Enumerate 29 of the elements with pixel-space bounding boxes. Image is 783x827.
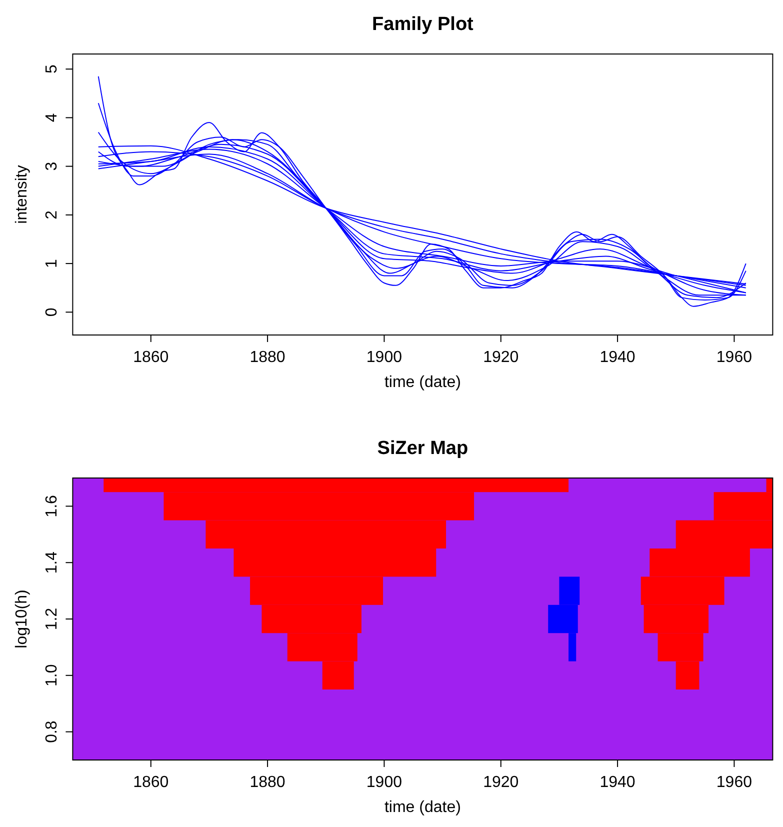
chart-title: Family Plot xyxy=(372,14,474,35)
y-axis-title: intensity xyxy=(14,165,31,224)
y-tick-label: 5 xyxy=(44,64,61,74)
x-tick-label: 1900 xyxy=(366,774,402,791)
x-tick-label: 1940 xyxy=(600,349,636,366)
x-axis-title: time (date) xyxy=(384,799,461,816)
y-tick-label: 1.6 xyxy=(44,494,61,518)
y-tick-label: 0 xyxy=(44,308,61,317)
y-tick-label: 3 xyxy=(44,162,61,171)
y-tick-label: 1 xyxy=(44,258,61,268)
x-tick-label: 1880 xyxy=(250,774,286,791)
x-tick-label: 1920 xyxy=(483,774,519,791)
y-tick-label: 1.4 xyxy=(44,551,61,574)
x-tick-label: 1860 xyxy=(133,349,169,366)
y-tick-label: 4 xyxy=(44,113,61,122)
x-tick-label: 1900 xyxy=(366,349,402,366)
y-tick-label: 1.0 xyxy=(44,664,61,687)
y-tick-label: 1.2 xyxy=(44,608,61,630)
x-axis-title: time (date) xyxy=(384,374,461,391)
x-tick-label: 1940 xyxy=(600,774,636,791)
y-tick-label: 2 xyxy=(44,210,61,220)
x-tick-label: 1880 xyxy=(250,349,286,366)
x-tick-label: 1860 xyxy=(133,774,169,791)
y-axis-title: log10(h) xyxy=(14,590,31,648)
x-tick-label: 1920 xyxy=(483,349,519,366)
chart-title: SiZer Map xyxy=(377,438,468,459)
x-tick-label: 1960 xyxy=(716,349,752,366)
x-tick-label: 1960 xyxy=(716,774,752,791)
y-tick-label: 0.8 xyxy=(44,720,61,743)
